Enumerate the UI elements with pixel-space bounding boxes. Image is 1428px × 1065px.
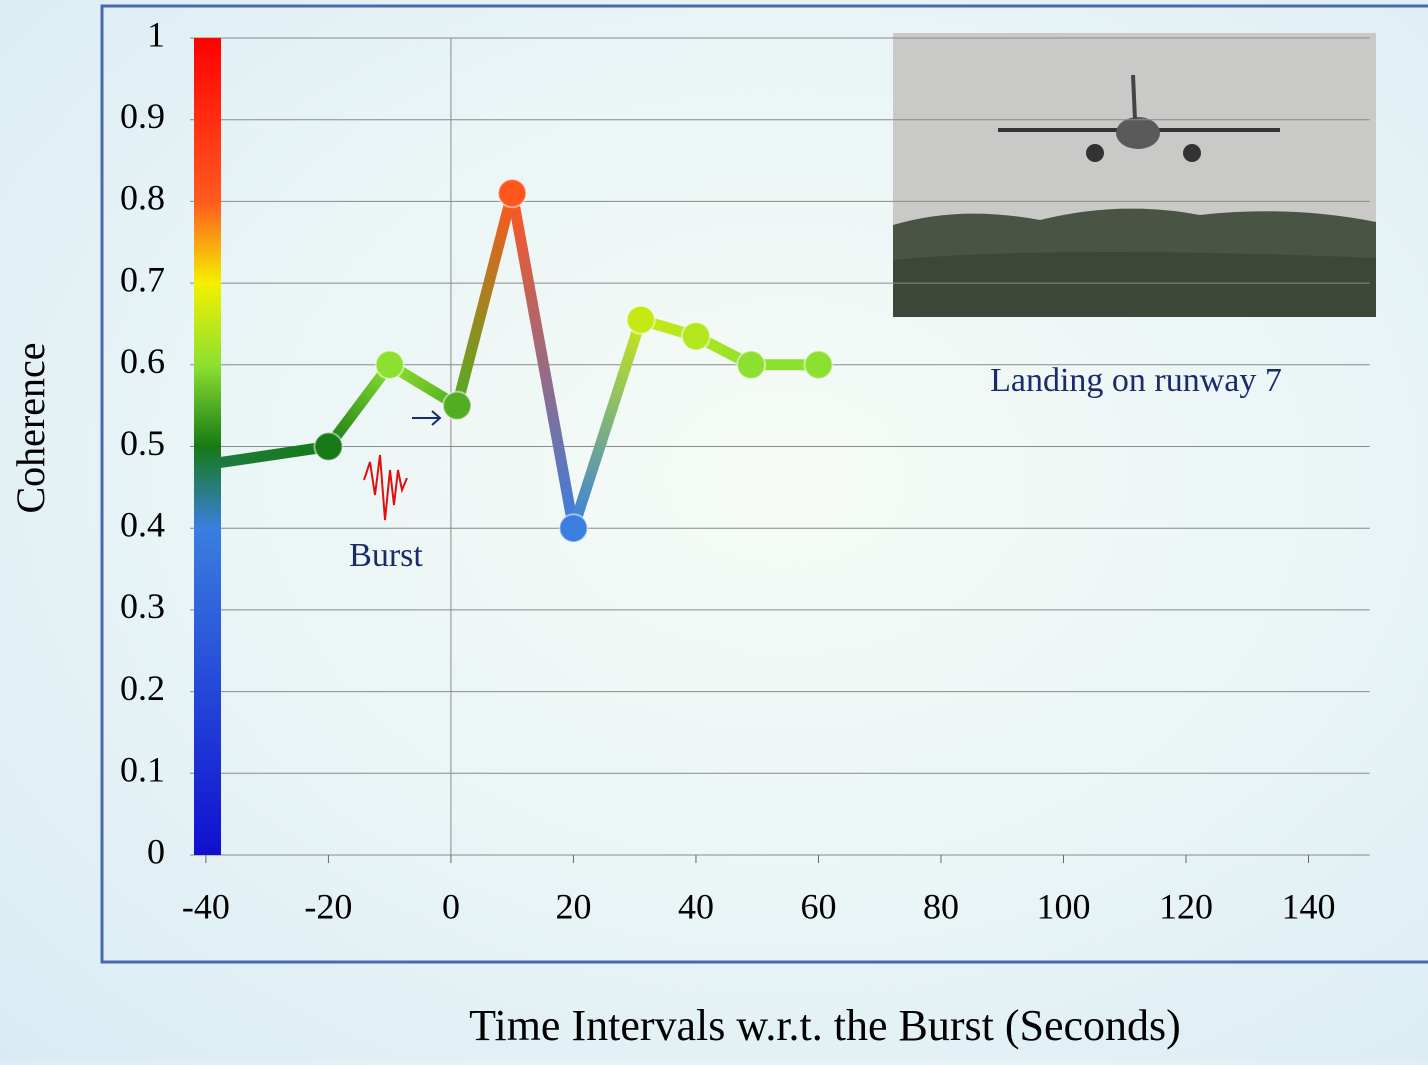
y-tick-label: 0: [147, 831, 165, 871]
y-tick-label: 0.8: [120, 178, 165, 218]
point: [627, 306, 655, 334]
photo: [893, 33, 1376, 317]
x-tick-label: -40: [182, 886, 230, 926]
y-tick-label: 0.1: [120, 750, 165, 790]
y-tick-label: 0.2: [120, 668, 165, 708]
point: [376, 351, 404, 379]
x-tick-label: 0: [442, 886, 460, 926]
point: [314, 433, 342, 461]
x-tick-label: 20: [555, 886, 591, 926]
x-tick-label: 60: [800, 886, 836, 926]
x-tick-label: 100: [1036, 886, 1090, 926]
y-tick-label: 0.5: [120, 423, 165, 463]
x-tick-label: 120: [1159, 886, 1213, 926]
x-tick-label: 140: [1281, 886, 1335, 926]
y-tick-label: 1: [147, 14, 165, 54]
point: [737, 351, 765, 379]
arrow: [412, 411, 440, 425]
x-tick-label: -20: [304, 886, 352, 926]
line-segment: [457, 193, 512, 405]
point: [682, 322, 710, 350]
point: [498, 179, 526, 207]
point: [443, 392, 471, 420]
line-segment: [573, 320, 640, 528]
chart: Coherence Time Intervals w.r.t. the Burs…: [0, 0, 1428, 1060]
line-segment: [512, 193, 573, 528]
y-axis-label: Coherence: [8, 342, 53, 513]
x-tick-label: 40: [678, 886, 714, 926]
colorbar: [194, 38, 221, 855]
y-tick-label: 0.4: [120, 504, 165, 544]
x-axis-label: Time Intervals w.r.t. the Burst (Seconds…: [469, 1001, 1181, 1050]
annotation: Landing on runway 7: [990, 362, 1282, 399]
x-tick-label: 80: [923, 886, 959, 926]
y-tick-label: 0.6: [120, 341, 165, 381]
point: [559, 514, 587, 542]
y-tick-label: 0.3: [120, 586, 165, 626]
annotation: Burst: [349, 537, 423, 574]
burst-wave: [364, 455, 407, 520]
line-segment: [218, 447, 328, 463]
page: {"chart_data": {"type": "line", "x_label…: [0, 0, 1428, 1060]
point: [804, 351, 832, 379]
y-tick-label: 0.9: [120, 96, 165, 136]
line-segment: [328, 365, 389, 447]
y-tick-label: 0.7: [120, 259, 165, 299]
